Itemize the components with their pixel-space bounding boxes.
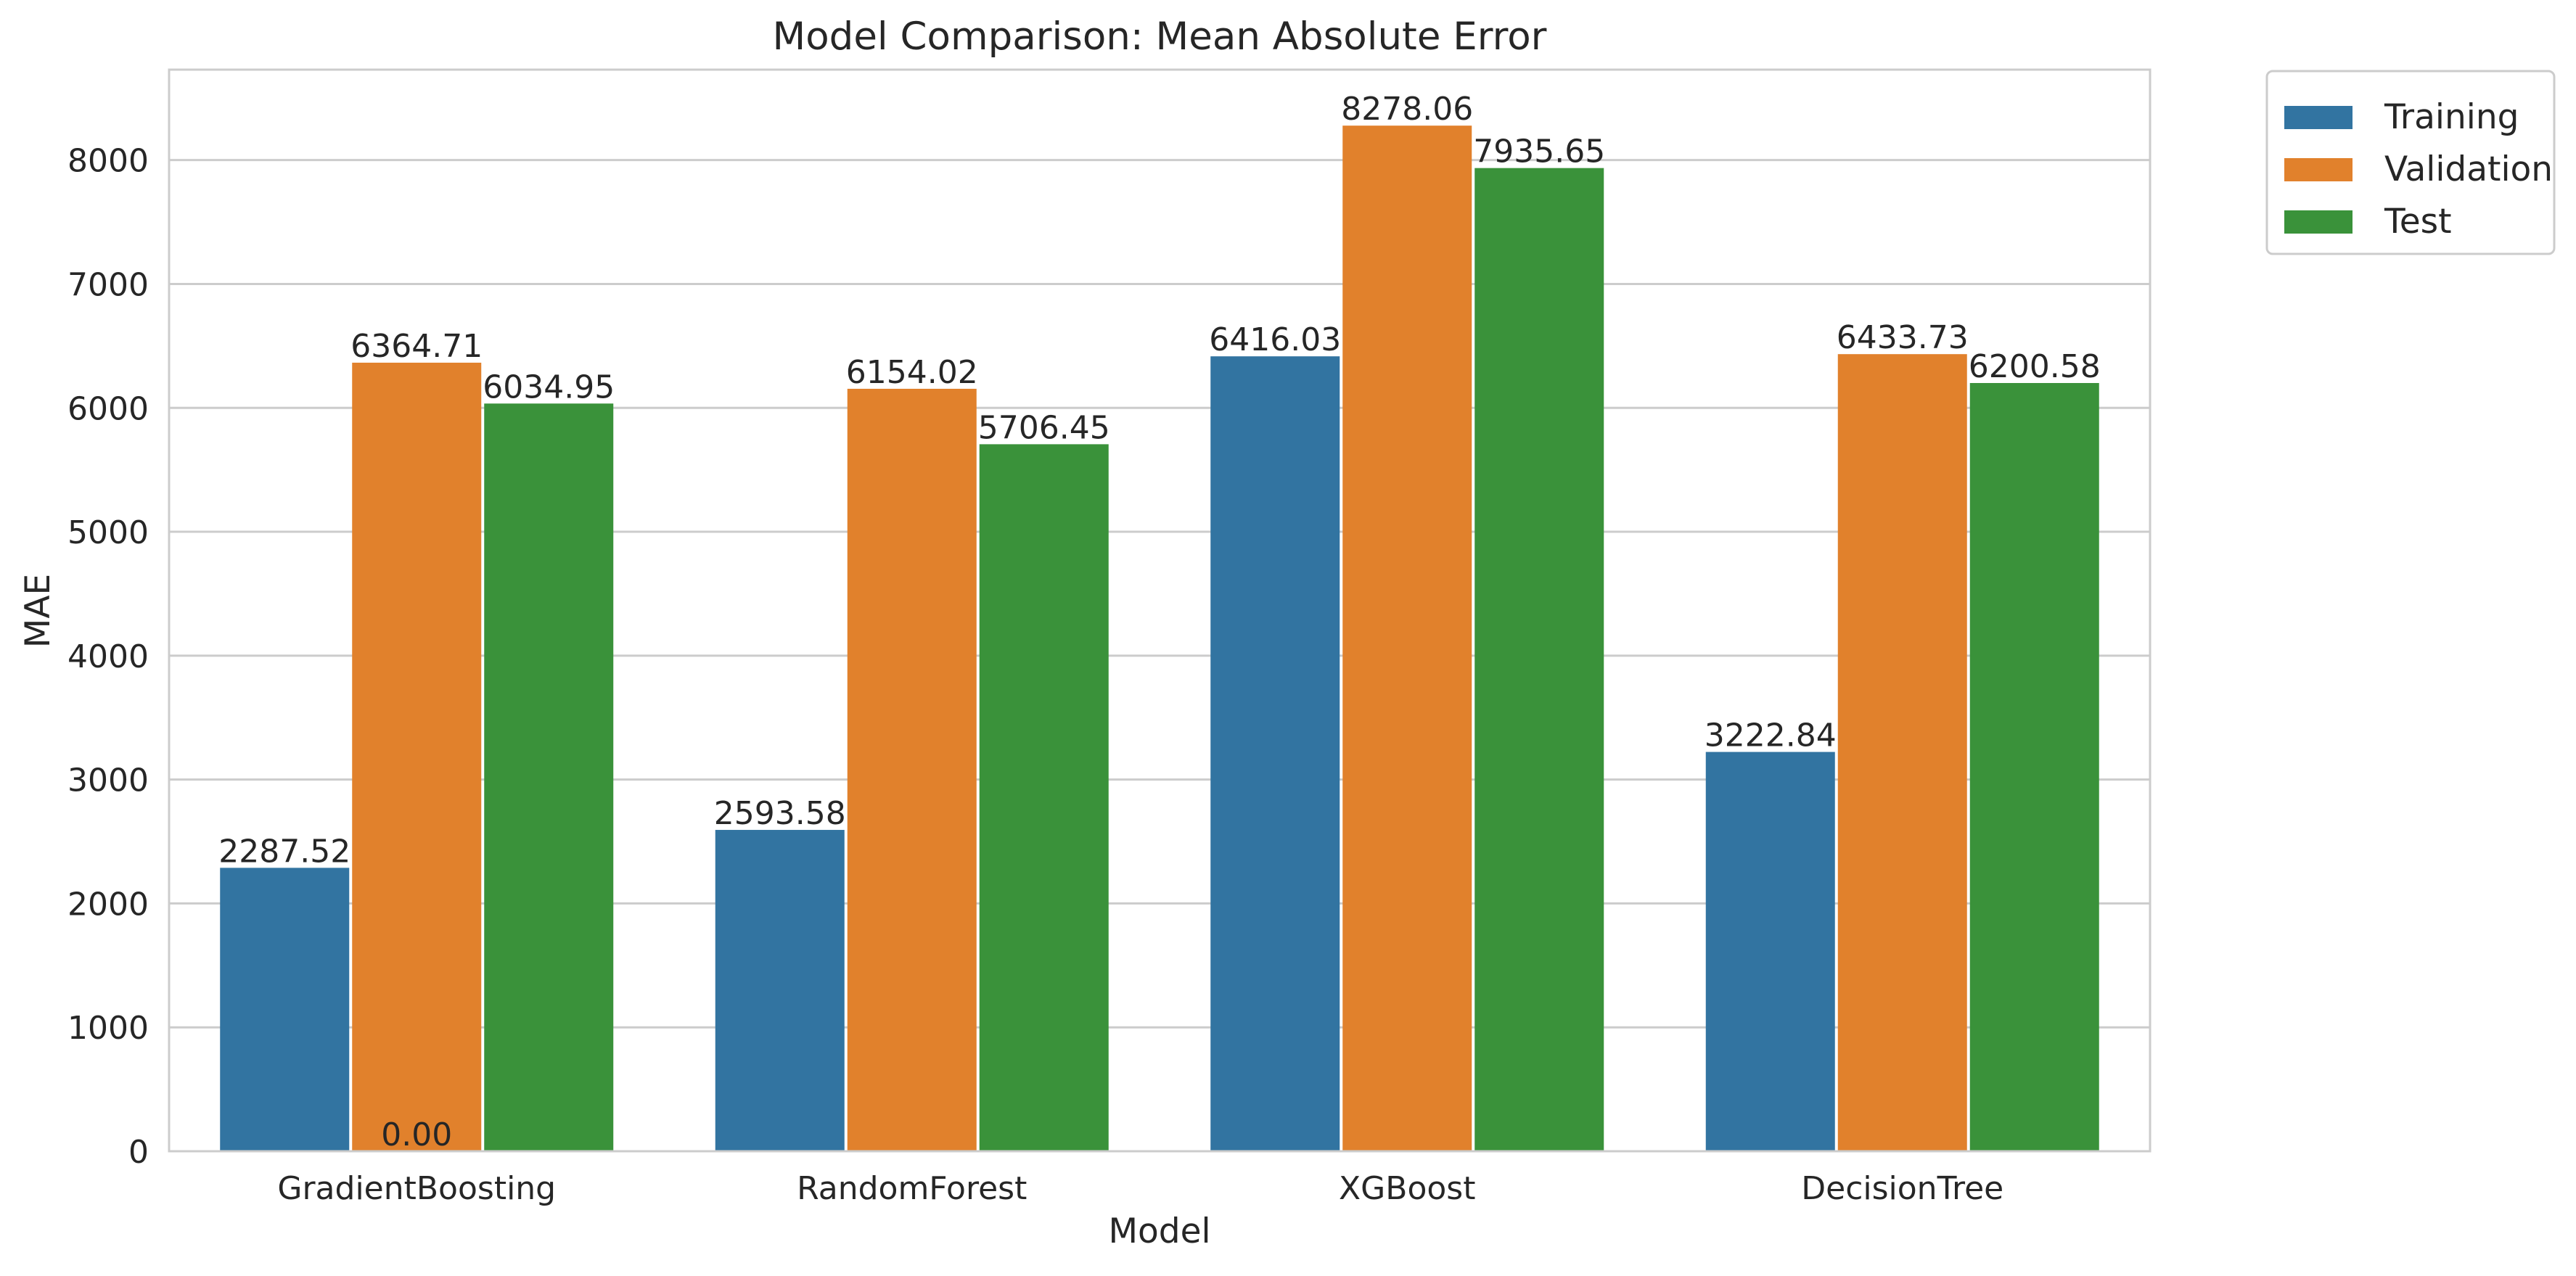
x-tick-label: DecisionTree	[1801, 1170, 2003, 1207]
bar-training	[1210, 356, 1340, 1151]
x-tick-label: RandomForest	[797, 1170, 1027, 1207]
bar-training	[715, 830, 845, 1151]
y-tick-label: 8000	[67, 143, 149, 180]
data-label: 6364.71	[350, 328, 483, 365]
data-labels: 2287.52 2593.58 6416.03 3222.84 6364.71 6154.…	[218, 91, 2100, 1153]
legend-label-test: Test	[2384, 202, 2452, 242]
y-tick-label: 3000	[67, 762, 149, 799]
y-tick-label: 1000	[67, 1010, 149, 1047]
data-label: 3222.84	[1705, 717, 1837, 754]
y-tick-label: 7000	[67, 266, 149, 303]
legend: Training Validation Test	[2265, 70, 2556, 255]
data-label: 8278.06	[1341, 91, 1473, 128]
y-tick-label: 5000	[67, 514, 149, 551]
data-label: 6200.58	[1969, 348, 2101, 385]
bar-training	[1705, 752, 1835, 1151]
bars	[220, 125, 2099, 1152]
bar-validation	[847, 388, 977, 1151]
data-label: 6034.95	[483, 369, 615, 406]
legend-label-training: Training	[2384, 97, 2519, 137]
x-tick-label: XGBoost	[1339, 1170, 1475, 1207]
data-label: 2593.58	[714, 795, 846, 832]
data-label: 7935.65	[1473, 133, 1605, 170]
data-label-zero: 0.00	[381, 1116, 452, 1153]
bar-training	[220, 868, 350, 1151]
legend-label-validation: Validation	[2384, 149, 2553, 189]
data-label: 6154.02	[846, 354, 978, 391]
legend-swatch-training	[2284, 106, 2353, 129]
bar-test	[484, 403, 614, 1152]
legend-swatch-test	[2284, 210, 2353, 234]
bar-test	[1969, 383, 2099, 1151]
y-tick-label: 0	[128, 1134, 149, 1171]
bar-validation	[1837, 354, 1967, 1152]
bar-test	[1474, 168, 1604, 1151]
tick-labels: 0 1000 2000 3000 4000 5000 6000 7000 8000 Gradien…	[67, 143, 2003, 1207]
data-label: 6433.73	[1837, 319, 1969, 356]
x-axis-label: Model	[1108, 1211, 1210, 1251]
bar-validation	[352, 362, 482, 1152]
bar-validation	[1342, 125, 1472, 1151]
legend-swatch-validation	[2284, 158, 2353, 181]
data-label: 5706.45	[978, 409, 1110, 446]
data-label: 6416.03	[1209, 321, 1341, 358]
chart-title: Model Comparison: Mean Absolute Error	[773, 15, 1547, 59]
bar-test	[979, 444, 1109, 1151]
x-tick-label: GradientBoosting	[277, 1170, 556, 1207]
y-tick-label: 6000	[67, 390, 149, 427]
y-axis-label: MAE	[18, 574, 58, 648]
y-tick-label: 2000	[67, 886, 149, 923]
data-label: 2287.52	[218, 833, 350, 870]
plot-frame	[168, 68, 2152, 1153]
y-tick-label: 4000	[67, 638, 149, 675]
